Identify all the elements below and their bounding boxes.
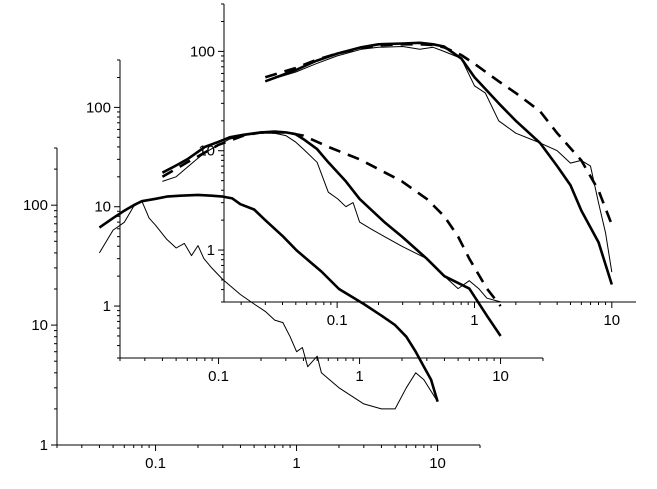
- x-tick-label: 1: [355, 368, 363, 385]
- series-line-thin: [98, 200, 439, 410]
- x-tick-label: 10: [492, 368, 509, 385]
- x-tick-label: 10: [603, 312, 620, 329]
- y-tick-label: 10: [94, 199, 111, 216]
- x-tick-label: 0.1: [208, 368, 229, 385]
- x-tick-label: 10: [429, 455, 446, 472]
- panel-back: 0.1 1 10 1 10 100: [190, 3, 636, 329]
- series-line-thick: [264, 41, 614, 285]
- series-line-thick: [98, 193, 439, 402]
- y-tick-label: 100: [190, 43, 215, 60]
- series-line-thin: [162, 132, 501, 303]
- panel-front: 0.1 1 10 1 10 100: [23, 147, 481, 472]
- x-tick-label: 0.1: [327, 312, 348, 329]
- y-tick-label: 1: [40, 437, 48, 454]
- y-tick-label: 1: [207, 242, 215, 259]
- y-tick-label: 100: [86, 99, 111, 116]
- y-tick-label: 10: [198, 143, 215, 160]
- y-tick-label: 100: [23, 197, 48, 214]
- y-tick-label: 1: [103, 298, 111, 315]
- series-line-dashed: [264, 43, 614, 226]
- y-tick-label: 10: [31, 317, 48, 334]
- panel-middle: 0.1 1 10 1 10 100: [86, 59, 544, 385]
- x-tick-label: 0.1: [145, 455, 166, 472]
- series-line-thick: [161, 130, 502, 337]
- x-tick-label: 1: [292, 455, 300, 472]
- series-line-thin: [265, 46, 613, 273]
- x-tick-label: 1: [470, 312, 478, 329]
